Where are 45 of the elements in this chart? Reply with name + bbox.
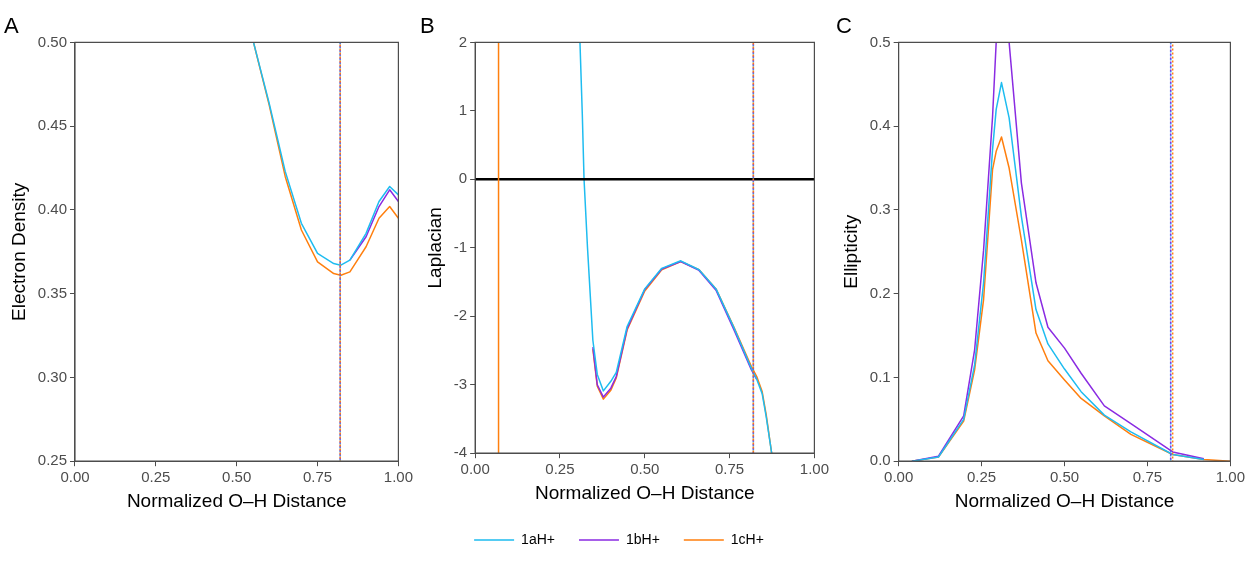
x-axis-title: Normalized O–H Distance: [126, 489, 347, 511]
x-tick-label: 0.25: [966, 468, 997, 486]
y-tick-label: -3: [453, 374, 468, 392]
x-tick-label: 0.75: [302, 468, 333, 486]
y-tick-label: 0.40: [37, 200, 67, 218]
x-tick-label: 0.75: [1132, 468, 1163, 486]
y-tick-label: 1: [458, 101, 468, 119]
y-tick-label: 0.3: [869, 200, 891, 218]
x-tick-label: 0.50: [1049, 468, 1080, 486]
x-tick-label: 0.75: [714, 460, 745, 478]
y-tick-label: 0.0: [869, 451, 891, 469]
x-tick-label: 1.00: [383, 468, 413, 486]
chart-title: B: [420, 13, 435, 39]
y-tick-label: 0.50: [37, 32, 67, 50]
x-tick-label: 0.25: [141, 468, 171, 486]
y-tick-label: 0.30: [37, 367, 67, 385]
y-axis-title: Laplacian: [423, 207, 445, 289]
x-tick-label: 0.00: [60, 468, 90, 486]
y-tick-label: 0.2: [869, 283, 891, 301]
chart-title: A: [4, 13, 19, 39]
y-tick-label: 2: [458, 32, 468, 50]
y-tick-label: 0.1: [869, 367, 891, 385]
y-axis-title: Ellipticity: [839, 214, 861, 289]
x-tick-label: 0.25: [545, 460, 575, 478]
y-tick-label: -2: [453, 306, 468, 324]
y-tick-label: -4: [453, 443, 468, 461]
legend-label: 1bH+: [625, 530, 660, 547]
x-tick-label: 1.00: [799, 460, 829, 478]
x-axis-title: Normalized O–H Distance: [534, 481, 755, 503]
chart-title: C: [836, 13, 852, 39]
legend-label: 1aH+: [521, 530, 555, 547]
y-tick-label: 0.35: [37, 283, 67, 301]
x-tick-label: 0.00: [460, 460, 490, 478]
y-tick-label: -1: [453, 237, 468, 255]
x-axis-title: Normalized O–H Distance: [954, 489, 1175, 511]
y-tick-label: 0: [458, 169, 468, 187]
y-tick-label: 0.5: [869, 32, 891, 50]
x-tick-label: 0.50: [222, 468, 252, 486]
y-axis-title: Electron Density: [7, 182, 29, 321]
x-tick-label: 0.00: [884, 468, 914, 486]
y-tick-label: 0.45: [37, 116, 67, 134]
x-tick-label: 0.50: [630, 460, 660, 478]
legend-label: 1cH+: [730, 530, 764, 547]
x-tick-label: 1.00: [1215, 468, 1245, 486]
y-tick-label: 0.4: [869, 116, 891, 134]
